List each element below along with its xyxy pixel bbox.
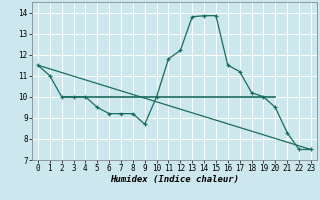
X-axis label: Humidex (Indice chaleur): Humidex (Indice chaleur): [110, 175, 239, 184]
